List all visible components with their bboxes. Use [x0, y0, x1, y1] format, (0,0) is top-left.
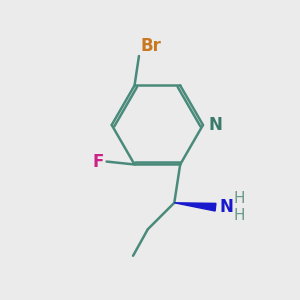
Polygon shape [174, 203, 216, 211]
Text: N: N [208, 116, 222, 134]
Text: N: N [219, 198, 233, 216]
Text: F: F [92, 153, 104, 171]
Text: Br: Br [140, 37, 161, 55]
Text: H: H [234, 208, 245, 223]
Text: H: H [234, 191, 245, 206]
